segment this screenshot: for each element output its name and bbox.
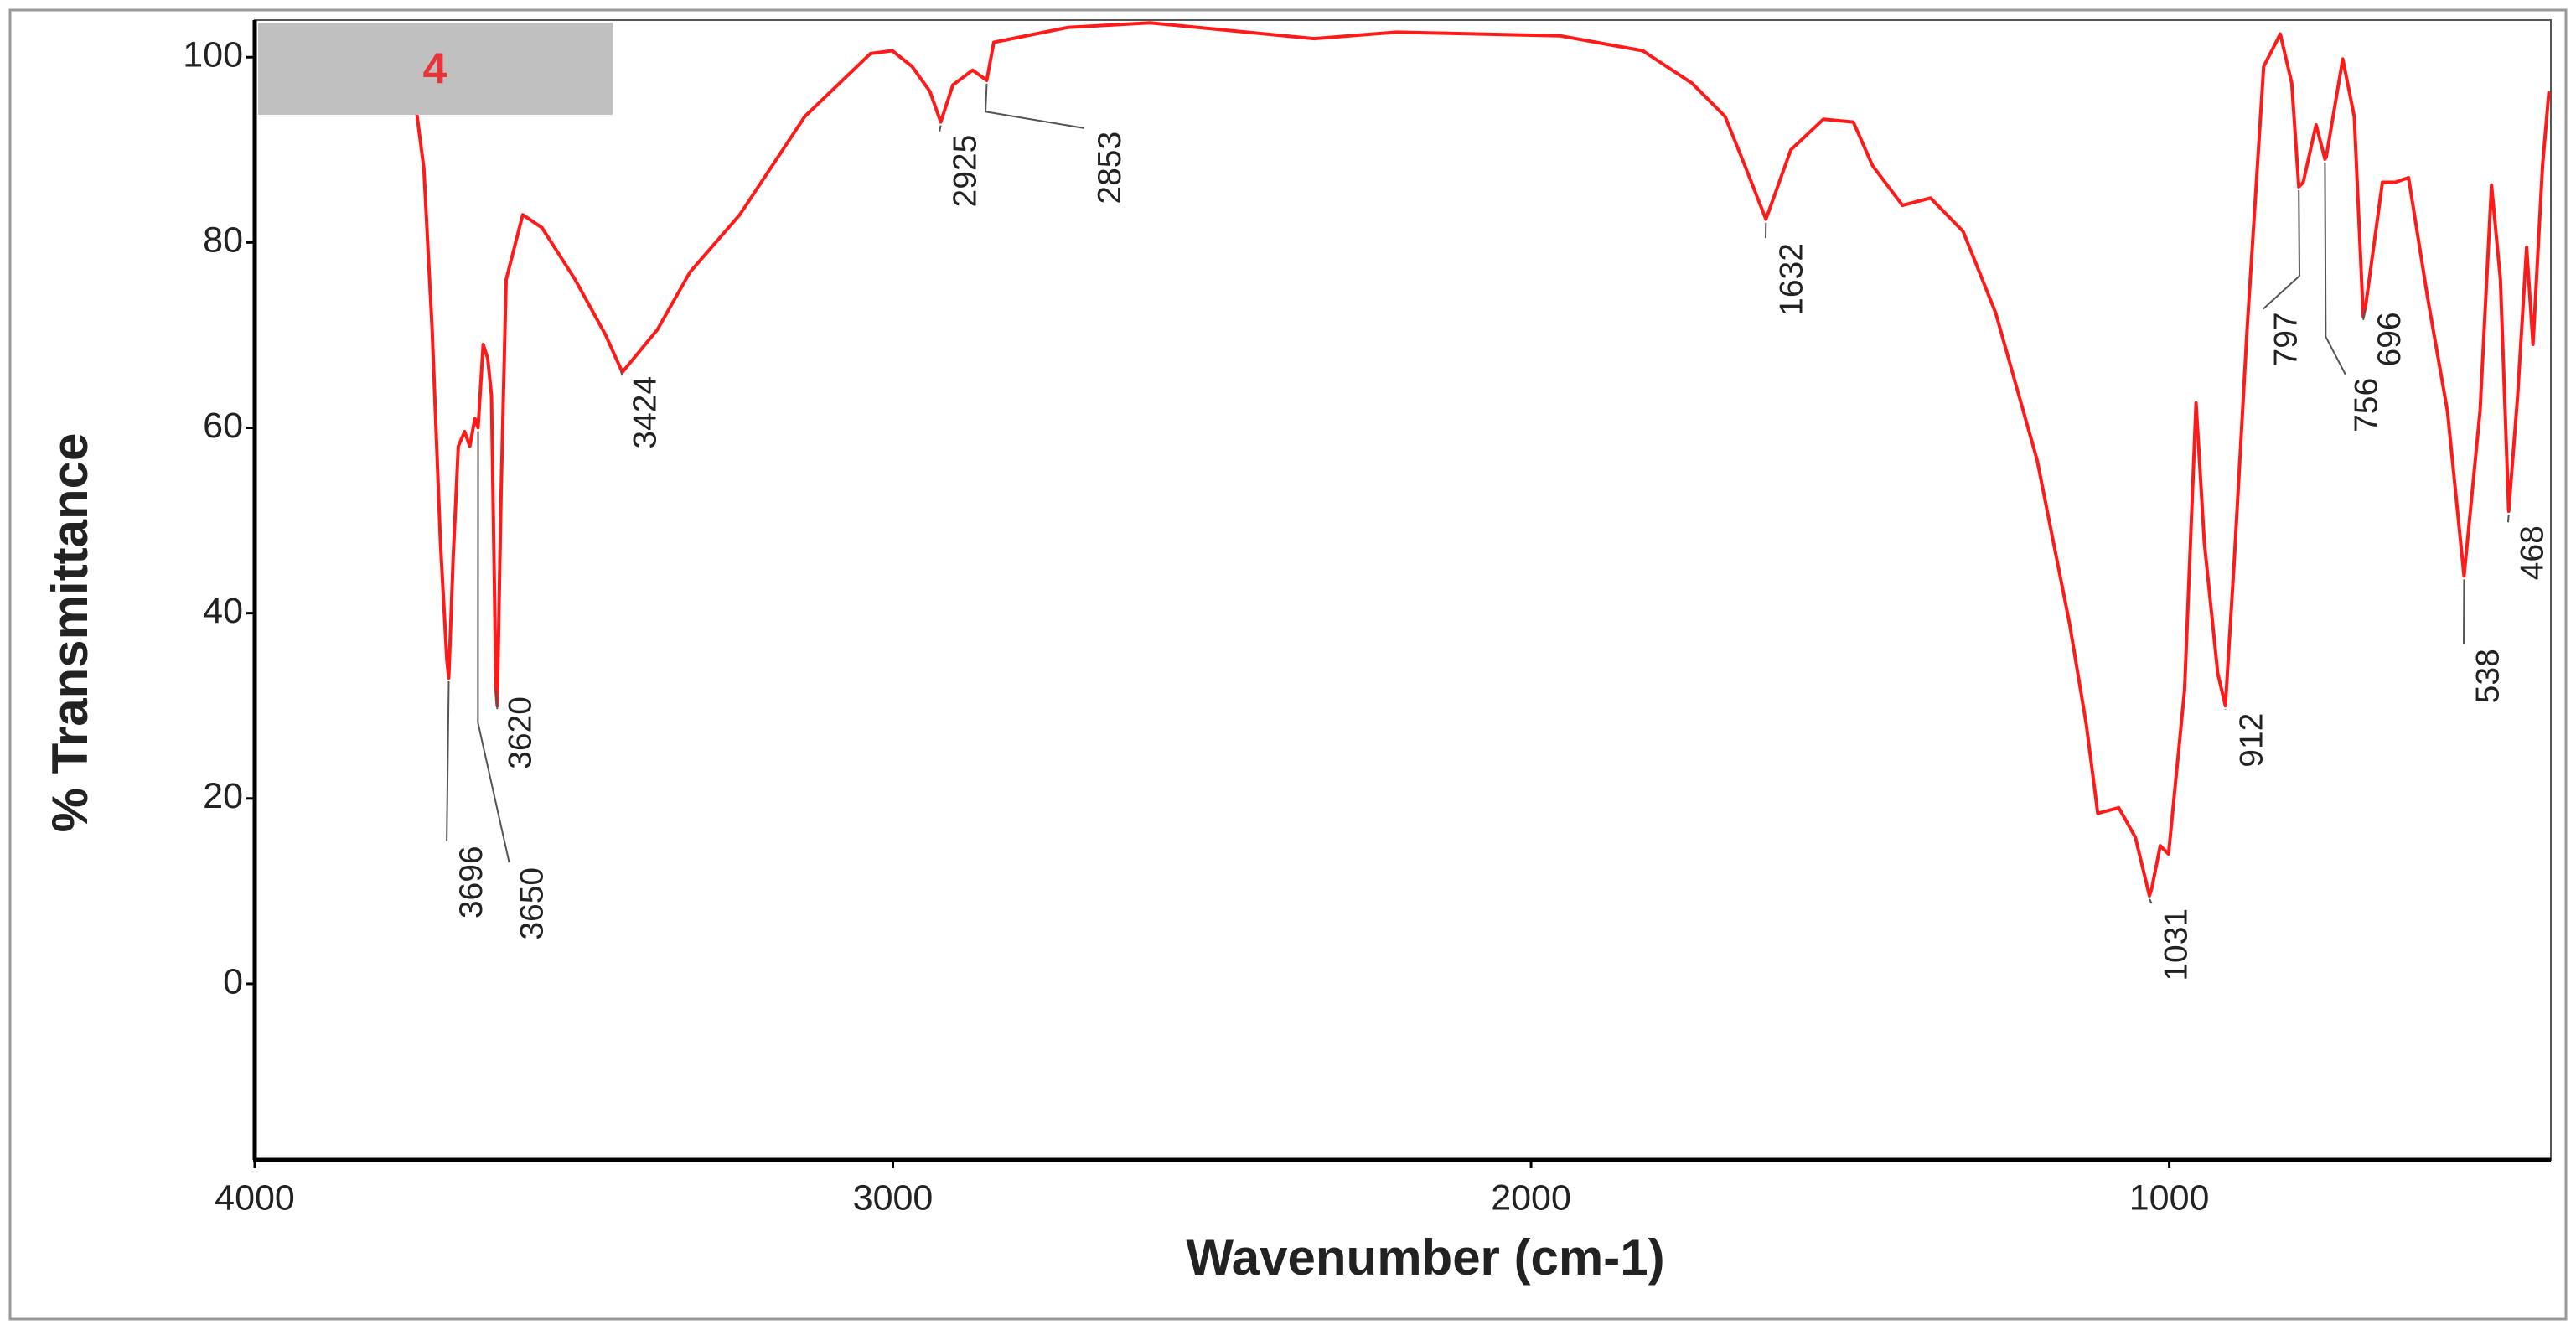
panel-label-box bbox=[258, 23, 613, 115]
peak-leader bbox=[619, 370, 623, 376]
peak-label: 2925 bbox=[948, 135, 984, 208]
y-tick-label: 20 bbox=[203, 776, 243, 816]
peak-label: 538 bbox=[2470, 649, 2506, 703]
peak-leader bbox=[2263, 190, 2301, 310]
peak-label: 3696 bbox=[453, 846, 489, 918]
peak-leader bbox=[939, 125, 942, 132]
panel-label: 4 bbox=[423, 45, 447, 94]
peak-leader bbox=[2149, 898, 2153, 904]
x-tick-label: 3000 bbox=[853, 1177, 934, 1218]
peak-label: 2853 bbox=[1092, 132, 1128, 204]
peak-label: 468 bbox=[2515, 525, 2551, 580]
y-tick-label: 100 bbox=[183, 35, 243, 75]
x-tick-label: 4000 bbox=[215, 1177, 295, 1218]
x-tick-label: 2000 bbox=[1491, 1177, 1571, 1218]
peak-label: 912 bbox=[2233, 713, 2269, 768]
y-tick-label: 60 bbox=[203, 406, 243, 446]
peak-leader bbox=[2506, 514, 2510, 523]
x-tick-label: 1000 bbox=[2129, 1177, 2210, 1218]
peak-label: 1031 bbox=[2158, 908, 2194, 981]
peak-label: 1632 bbox=[1774, 243, 1810, 316]
plot-area: 4000 3000 2000 1000 0 20 40 60 80 100 3696 3650 3620… bbox=[183, 21, 2551, 1218]
y-axis-title: % Transmittance bbox=[42, 433, 98, 833]
peak-label: 756 bbox=[2349, 378, 2385, 432]
peak-leader bbox=[984, 83, 1084, 129]
peak-leader bbox=[494, 690, 499, 710]
peak-leader bbox=[2324, 162, 2346, 375]
outer-frame bbox=[8, 8, 2568, 1321]
peak-leader bbox=[477, 431, 510, 863]
peak-label: 3620 bbox=[503, 696, 539, 769]
peak-label: 696 bbox=[2372, 312, 2408, 366]
x-axis-title: Wavenumber (cm-1) bbox=[1186, 1229, 1664, 1286]
y-tick-label: 40 bbox=[203, 591, 243, 631]
y-tick-label: 0 bbox=[223, 961, 243, 1001]
peak-label: 3424 bbox=[628, 376, 664, 449]
peak-label: 3650 bbox=[514, 867, 550, 940]
peak-leader bbox=[446, 681, 450, 841]
spectrum-line bbox=[412, 21, 2551, 898]
peak-label: 797 bbox=[2268, 312, 2304, 366]
peak-leader bbox=[2362, 308, 2367, 320]
y-tick-label: 80 bbox=[203, 220, 243, 261]
